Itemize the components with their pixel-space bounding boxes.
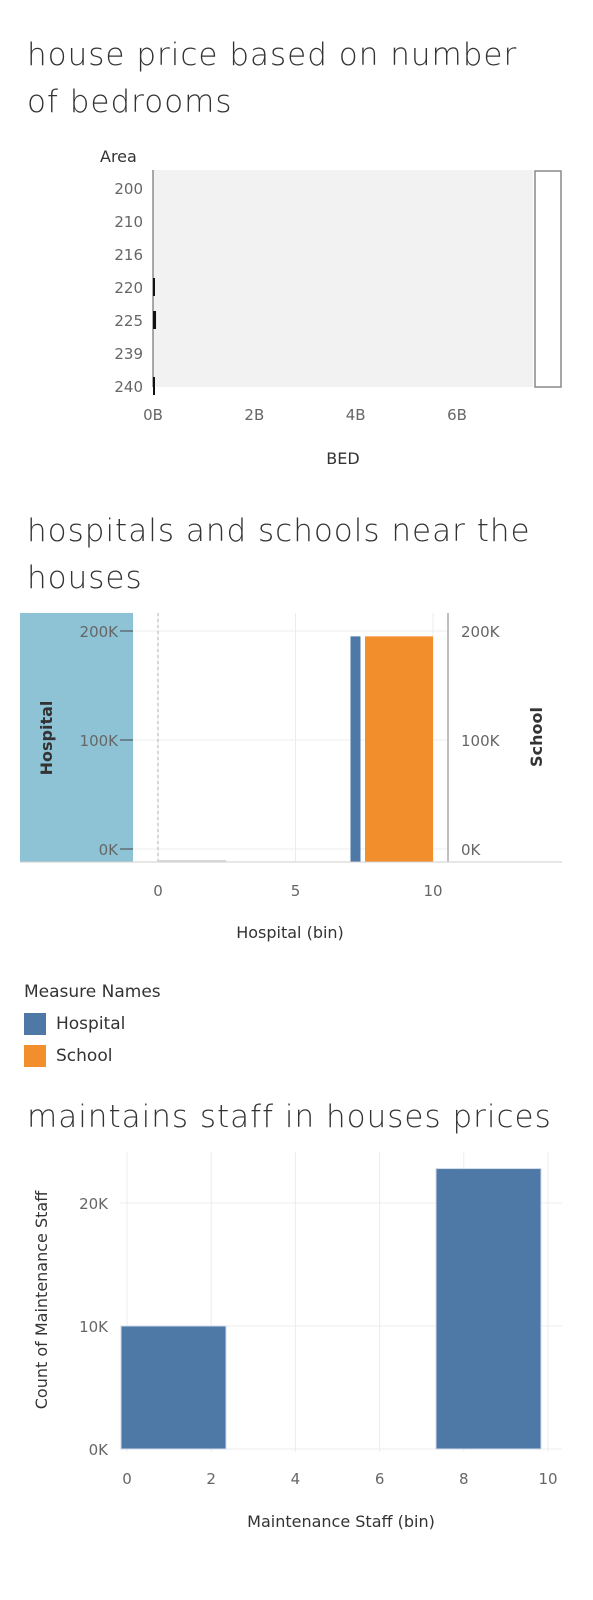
right-tick-0K: 0K [461,841,482,859]
legend-title: Measure Names [24,982,161,1002]
bar-bin-0 [120,1325,227,1450]
x-tick-6: 6 [375,1470,385,1488]
row-header: Area [100,147,137,166]
row-label-210: 210 [114,213,143,231]
right-tick-100K: 100K [461,732,501,750]
x-tick-0: 0 [153,882,163,900]
bar-225 [153,311,157,329]
chart2-hospitals-schools: 0K 0K 100K 100K 200K 200K Hospital School 0 5 10 Ho… [20,613,562,942]
bar-240 [153,377,155,395]
x-tick-2: 2 [206,1470,216,1488]
right-axis-title: School [527,707,546,767]
scroll-indicator [534,170,562,388]
legend-swatch-hospital [24,1013,46,1035]
left-axis-title: Hospital [37,701,56,776]
row-label-240: 240 [114,378,143,396]
legend-label-hospital: Hospital [56,1014,126,1034]
left-tick-0K: 0K [99,841,120,859]
chart3-title: maintains staff in houses prices [27,1099,552,1135]
chart1-title: house price based on number of bedrooms [27,37,518,120]
plot-background [153,170,533,387]
x-tick-2B: 2B [244,406,264,424]
y-tick-0K: 0K [89,1441,110,1459]
left-tick-100K: 100K [80,732,120,750]
y-tick-20K: 20K [79,1195,109,1213]
legend-swatch-school [24,1045,46,1067]
bar-bin-7.2 [435,1168,542,1450]
x-tick-5: 5 [291,882,301,900]
row-label-239: 239 [114,345,143,363]
row-label-220: 220 [114,279,143,297]
right-tick-200K: 200K [461,623,501,641]
x-axis-title: Maintenance Staff (bin) [247,1512,435,1531]
x-tick-10: 10 [538,1470,557,1488]
legend-label-school: School [56,1046,113,1066]
y-tick-10K: 10K [79,1318,109,1336]
hospital-bar-0 [158,860,226,862]
x-axis-title: Hospital (bin) [236,923,344,942]
bar-220 [153,278,155,296]
left-tick-200K: 200K [80,623,120,641]
hospital-bar-7 [350,636,361,862]
x-tick-6B: 6B [447,406,467,424]
x-axis-title: BED [326,449,359,468]
legend: Measure Names Hospital School [24,982,161,1072]
x-tick-8: 8 [459,1470,469,1488]
row-label-200: 200 [114,180,143,198]
legend-item-school[interactable]: School [24,1040,161,1072]
legend-item-hospital[interactable]: Hospital [24,1008,161,1040]
x-tick-0: 0 [122,1470,132,1488]
x-tick-0B: 0B [143,406,163,424]
chart2-title: hospitals and schools near the houses [27,513,531,596]
row-label-225: 225 [114,312,143,330]
x-tick-4: 4 [291,1470,301,1488]
x-tick-4B: 4B [346,406,366,424]
left-axis-band [20,613,133,862]
school-bar-7.3 [365,636,433,862]
x-tick-10: 10 [423,882,442,900]
row-label-216: 216 [114,246,143,264]
y-axis-title: Count of Maintenance Staff [32,1190,51,1409]
